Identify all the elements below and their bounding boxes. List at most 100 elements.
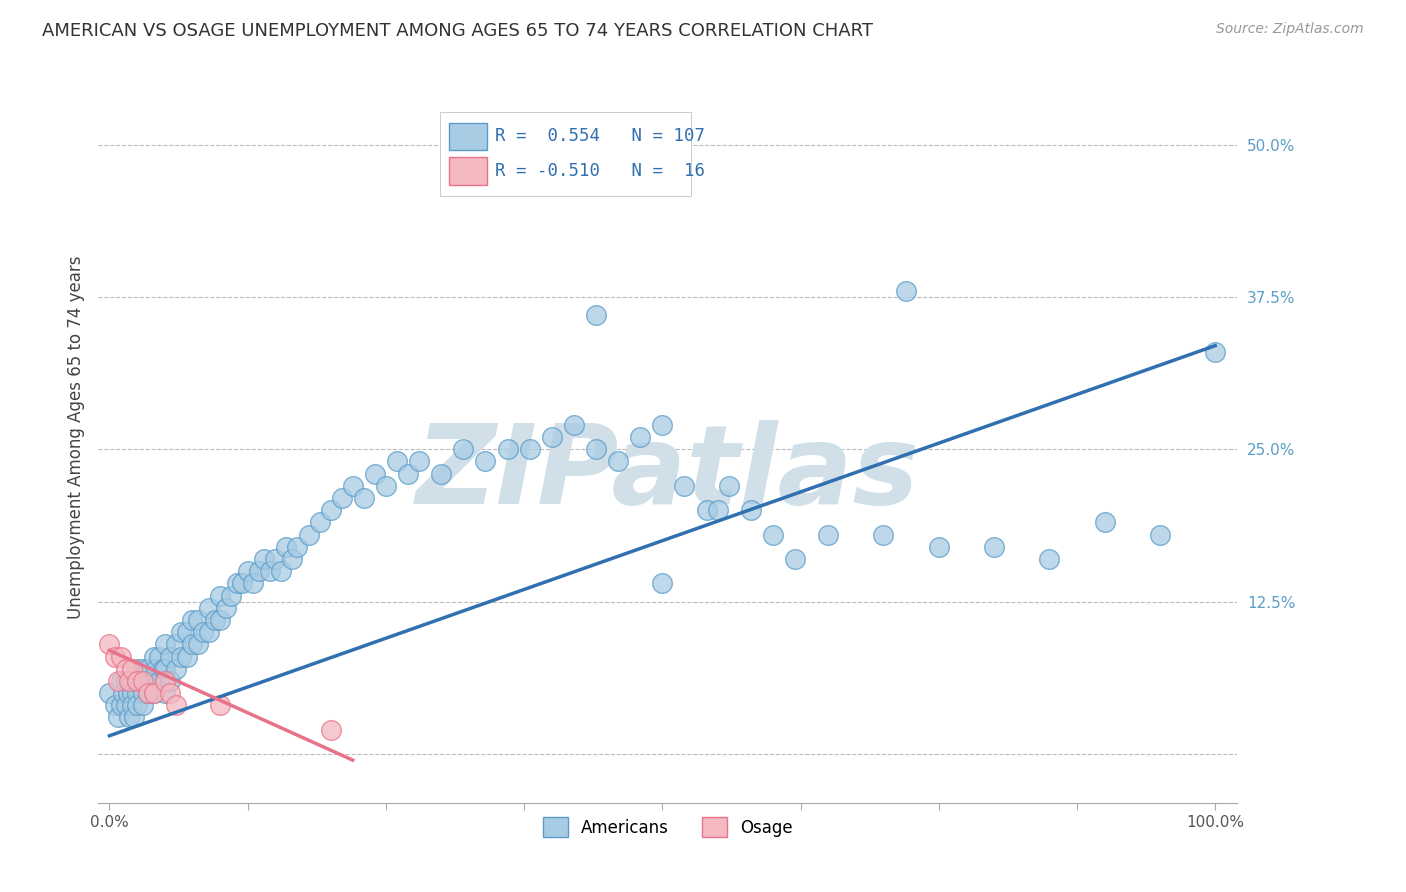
Point (585, 308, 607, 322)
Point (117, 686, 139, 700)
Legend: Americans, Osage: Americans, Osage (534, 809, 801, 846)
Point (170, 649, 193, 664)
Point (651, 417, 673, 432)
Point (104, 649, 127, 664)
Point (104, 698, 127, 713)
Point (276, 540, 298, 554)
Point (159, 686, 181, 700)
Point (115, 673, 138, 688)
Point (281, 552, 304, 566)
Point (153, 662, 176, 676)
Point (894, 284, 917, 298)
Point (673, 479, 696, 493)
Point (121, 686, 143, 700)
Text: Source: ZipAtlas.com: Source: ZipAtlas.com (1216, 22, 1364, 37)
Point (159, 673, 181, 688)
Point (204, 613, 226, 627)
Y-axis label: Unemployment Among Ages 65 to 74 years: Unemployment Among Ages 65 to 74 years (66, 255, 84, 619)
Point (193, 625, 215, 640)
Point (142, 686, 165, 700)
Point (165, 698, 187, 713)
Point (330, 491, 353, 505)
Point (762, 527, 785, 541)
Point (131, 673, 153, 688)
Point (364, 467, 387, 481)
Point (1038, 552, 1060, 566)
Point (209, 589, 232, 603)
Point (181, 637, 204, 651)
Point (253, 552, 276, 566)
Point (1204, 344, 1226, 359)
Point (121, 662, 143, 676)
Point (136, 662, 159, 676)
Point (1094, 516, 1116, 530)
Point (396, 467, 419, 481)
Point (142, 649, 165, 664)
Point (141, 673, 163, 688)
Point (131, 662, 153, 676)
Point (236, 564, 259, 578)
Point (696, 503, 718, 517)
Point (131, 686, 153, 700)
Point (247, 564, 270, 578)
Point (176, 649, 198, 664)
Point (628, 430, 651, 444)
Point (153, 673, 176, 688)
Point (453, 442, 475, 457)
Point (430, 467, 453, 481)
Point (145, 662, 167, 676)
Point (115, 662, 138, 676)
Point (136, 686, 159, 700)
Point (872, 527, 894, 541)
Point (270, 564, 292, 578)
Point (118, 710, 141, 724)
Point (142, 686, 165, 700)
Point (783, 552, 806, 566)
Point (342, 479, 364, 493)
Point (264, 552, 287, 566)
Point (706, 503, 728, 517)
Point (740, 503, 762, 517)
Point (209, 613, 232, 627)
Point (121, 673, 143, 688)
Point (136, 686, 159, 700)
Point (165, 637, 187, 651)
Point (198, 625, 221, 640)
Text: R =  0.554   N = 107: R = 0.554 N = 107 (495, 128, 704, 145)
Point (209, 698, 232, 713)
Point (983, 540, 1005, 554)
Point (474, 454, 496, 468)
Point (242, 576, 264, 591)
Text: AMERICAN VS OSAGE UNEMPLOYMENT AMONG AGES 65 TO 74 YEARS CORRELATION CHART: AMERICAN VS OSAGE UNEMPLOYMENT AMONG AGE… (42, 22, 873, 40)
Point (148, 673, 170, 688)
Point (385, 454, 408, 468)
Text: R = -0.510   N =  16: R = -0.510 N = 16 (495, 161, 704, 180)
Point (127, 686, 149, 700)
Point (319, 723, 342, 737)
Point (817, 527, 839, 541)
Point (148, 649, 170, 664)
Point (98, 686, 121, 700)
Point (110, 673, 132, 688)
Point (176, 625, 198, 640)
Point (297, 527, 319, 541)
Point (134, 673, 156, 688)
Point (98, 637, 121, 651)
Point (115, 698, 138, 713)
Point (259, 564, 281, 578)
Point (198, 600, 221, 615)
FancyBboxPatch shape (449, 157, 486, 185)
Point (353, 491, 375, 505)
Point (129, 673, 152, 688)
Point (170, 625, 193, 640)
Point (165, 662, 187, 676)
Point (159, 649, 181, 664)
Point (374, 479, 396, 493)
Point (181, 613, 204, 627)
Point (153, 686, 176, 700)
Point (651, 576, 673, 591)
Point (127, 673, 149, 688)
Point (142, 673, 165, 688)
Point (121, 698, 143, 713)
Point (319, 503, 342, 517)
